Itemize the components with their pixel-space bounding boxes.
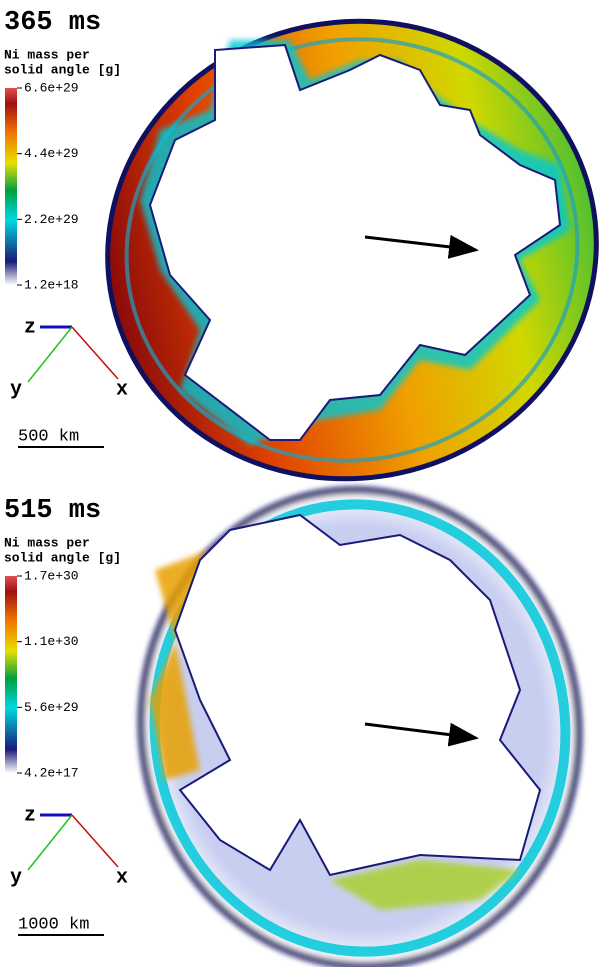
y-axis: [27, 326, 73, 383]
scale-label: 1000 km: [18, 915, 89, 934]
colorbar-tick-label: 4.2e+17: [24, 765, 79, 780]
y-axis-label: y: [10, 866, 22, 889]
x-axis-label: x: [116, 866, 128, 889]
colorbar-tick-label: 6.6e+29: [24, 80, 79, 95]
x-axis: [71, 814, 119, 868]
colorbar-label: solid angle [g]: [4, 550, 121, 565]
y-axis-label: y: [10, 378, 22, 401]
time-label: 515 ms: [4, 496, 101, 526]
colorbar-tick-label: 4.4e+29: [24, 146, 79, 161]
colorbar-tick-label: 1.1e+30: [24, 634, 79, 649]
y-axis: [27, 814, 73, 871]
x-axis-label: x: [116, 378, 128, 401]
colorbar-label: solid angle [g]: [4, 62, 121, 77]
z-axis-label: z: [24, 804, 36, 827]
colorbar-tick-label: 2.2e+29: [24, 212, 79, 227]
colorbar-label: Ni mass per: [4, 47, 90, 62]
colorbar-label: Ni mass per: [4, 535, 90, 550]
colorbar-tick-label: 5.6e+29: [24, 700, 79, 715]
simulation-image-365: [105, 18, 599, 482]
colorbar-tick-label: 1.2e+18: [24, 277, 79, 292]
scale-label: 500 km: [18, 427, 79, 446]
colorbar-tick-label: 1.7e+30: [24, 568, 79, 583]
z-axis-label: z: [24, 316, 36, 339]
time-label: 365 ms: [4, 8, 101, 38]
colorbar: [5, 576, 17, 773]
simulation-image-515: [138, 486, 582, 967]
x-axis: [71, 326, 119, 380]
colorbar: [5, 88, 17, 285]
